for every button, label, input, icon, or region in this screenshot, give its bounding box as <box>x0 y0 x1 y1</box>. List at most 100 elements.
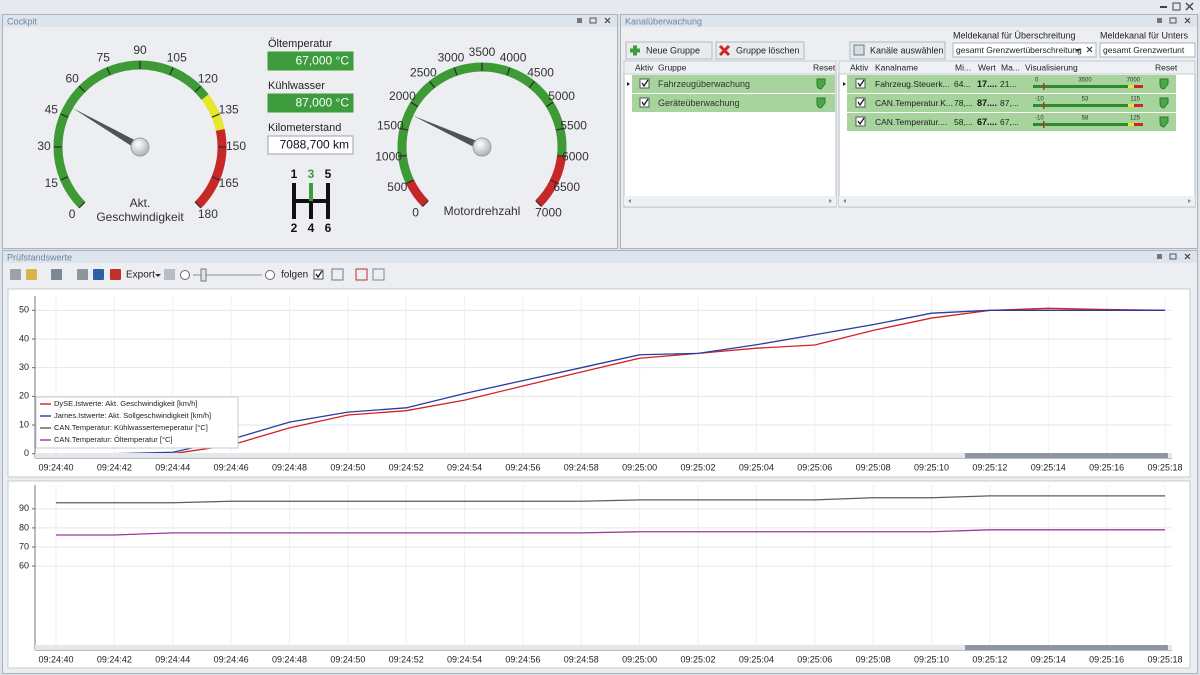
x-tick-label: 09:24:48 <box>272 654 307 664</box>
gauge-tick-label: 0 <box>69 207 76 221</box>
zoom-thumb[interactable] <box>201 269 206 281</box>
toolbar-icon[interactable] <box>93 269 104 280</box>
viz-scale-label: -10 <box>1035 116 1044 122</box>
readout-label: Kilometerstand <box>268 122 341 134</box>
scrollbar-thumb[interactable] <box>965 645 1168 650</box>
toolbar-icon[interactable] <box>77 269 88 280</box>
toolbar-icon[interactable] <box>51 269 62 280</box>
gauge-tick-label: 30 <box>37 139 51 153</box>
x-tick-label: 09:25:06 <box>797 462 832 472</box>
zoom-out[interactable] <box>181 271 190 280</box>
gauge-tick-label: 180 <box>198 207 218 221</box>
x-tick-label: 09:25:02 <box>681 462 716 472</box>
y-tick-label: 10 <box>19 419 29 429</box>
legend-label: James.Istwerte: Akt. Sollgeschwindigkeit… <box>54 411 211 420</box>
channel-max: 87,... <box>1000 98 1019 108</box>
legend-label: CAN.Temperatur: Öltemperatur [°C] <box>54 435 172 444</box>
select-label: Meldekanal für Unters <box>1100 30 1189 40</box>
panel-pin-icon[interactable] <box>1157 18 1162 23</box>
toolbar-icon[interactable] <box>110 269 121 280</box>
table-header-cell: Wert <box>978 62 996 72</box>
gear-number: 1 <box>291 167 298 181</box>
x-tick-label: 09:25:06 <box>797 654 832 664</box>
button-label: Neue Gruppe <box>646 45 700 55</box>
gear-number: 2 <box>291 221 298 235</box>
gauge-tick-label: 6500 <box>553 180 580 194</box>
toolbar-icon[interactable] <box>10 269 21 280</box>
toolbar-icon[interactable] <box>26 269 37 280</box>
x-tick-label: 09:25:18 <box>1147 654 1182 664</box>
gauge-label: Akt. Geschwindigkeit <box>85 196 195 224</box>
x-tick-label: 09:25:08 <box>856 654 891 664</box>
channel-min: 64... <box>954 79 971 89</box>
gauge-tick-label: 165 <box>219 176 239 190</box>
table-scrollbar <box>839 196 1195 206</box>
gauge-tick-label: 1000 <box>375 150 402 164</box>
viz-bar-red <box>1134 123 1143 126</box>
x-tick-label: 09:25:14 <box>1031 462 1066 472</box>
x-tick-label: 09:24:40 <box>38 462 73 472</box>
viz-marker <box>1043 121 1045 128</box>
gauge-label: Motordrehzahl <box>412 204 552 218</box>
x-tick-label: 09:25:16 <box>1089 654 1124 664</box>
panel-title: Kanalüberwachung <box>625 16 702 26</box>
x-tick-label: 09:24:56 <box>505 654 540 664</box>
gauge-tick-label: 2500 <box>410 66 437 80</box>
gauge-tick-label: 5500 <box>560 118 587 132</box>
x-tick-label: 09:24:52 <box>389 654 424 664</box>
channel-max: 67,... <box>1000 117 1019 127</box>
x-tick-label: 09:24:42 <box>97 462 132 472</box>
x-tick-label: 09:24:50 <box>330 462 365 472</box>
chart-area <box>8 289 1190 477</box>
scrollbar-thumb[interactable] <box>965 453 1168 458</box>
gauge-tick-label: 5000 <box>548 89 575 103</box>
table-header-cell: Ma... <box>1001 62 1020 72</box>
gauge-label-box: Motordrehzahl <box>412 204 552 238</box>
viz-marker <box>1043 83 1045 90</box>
gauge-tick-label: 75 <box>97 50 111 64</box>
gauge-tick-label: 90 <box>133 43 147 57</box>
viz-bar-green <box>1033 85 1128 88</box>
x-tick-label: 09:24:48 <box>272 462 307 472</box>
gear-number: 3 <box>308 167 315 181</box>
select-label: Meldekanal für Überschreitung <box>953 30 1076 40</box>
table-header <box>624 61 836 74</box>
toolbar-icon[interactable] <box>164 269 175 280</box>
channel-value: 87.... <box>977 98 997 108</box>
panel-pin-icon[interactable] <box>1157 254 1162 259</box>
button-label: Kanäle auswählen <box>870 45 944 55</box>
gauge-tick-label: 105 <box>167 50 187 64</box>
x-tick-label: 09:24:44 <box>155 462 190 472</box>
gauge-tick-label: 4000 <box>500 50 527 64</box>
x-tick-label: 09:25:18 <box>1147 462 1182 472</box>
gear-number: 6 <box>325 221 332 235</box>
title-strip <box>0 0 1200 14</box>
x-tick-label: 09:25:02 <box>681 654 716 664</box>
table-header-cell: Mi... <box>955 62 971 72</box>
x-tick-label: 09:24:50 <box>330 654 365 664</box>
gauge-tick-label: 4500 <box>527 66 554 80</box>
x-tick-label: 09:25:00 <box>622 654 657 664</box>
viz-bar-yellow <box>1128 123 1134 126</box>
x-tick-label: 09:25:12 <box>972 462 1007 472</box>
viz-bar-yellow <box>1128 85 1134 88</box>
panel-pin-icon[interactable] <box>577 18 582 23</box>
minimize-icon[interactable] <box>1160 6 1167 8</box>
viz-scale-label: -10 <box>1035 97 1044 103</box>
zoom-in[interactable] <box>266 271 275 280</box>
select-value: gesamt Grenzwertunt <box>1103 45 1185 55</box>
x-tick-label: 09:25:16 <box>1089 462 1124 472</box>
viz-scale-label: 3500 <box>1078 78 1092 84</box>
readout-value: 67,000 °C <box>295 54 349 68</box>
channel-name: Fahrzeug.Steuerk... <box>875 79 950 89</box>
x-tick-label: 09:24:58 <box>564 654 599 664</box>
gear-number: 4 <box>308 221 315 235</box>
select-value: gesamt Grenzwertüberschreitung <box>956 45 1082 55</box>
x-tick-label: 09:24:42 <box>97 654 132 664</box>
gear-number: 5 <box>325 167 332 181</box>
gauge-tick-label: 3000 <box>438 50 465 64</box>
viz-bar-yellow <box>1128 104 1134 107</box>
channel-min: 58,... <box>954 117 973 127</box>
y-tick-label: 40 <box>19 333 29 343</box>
